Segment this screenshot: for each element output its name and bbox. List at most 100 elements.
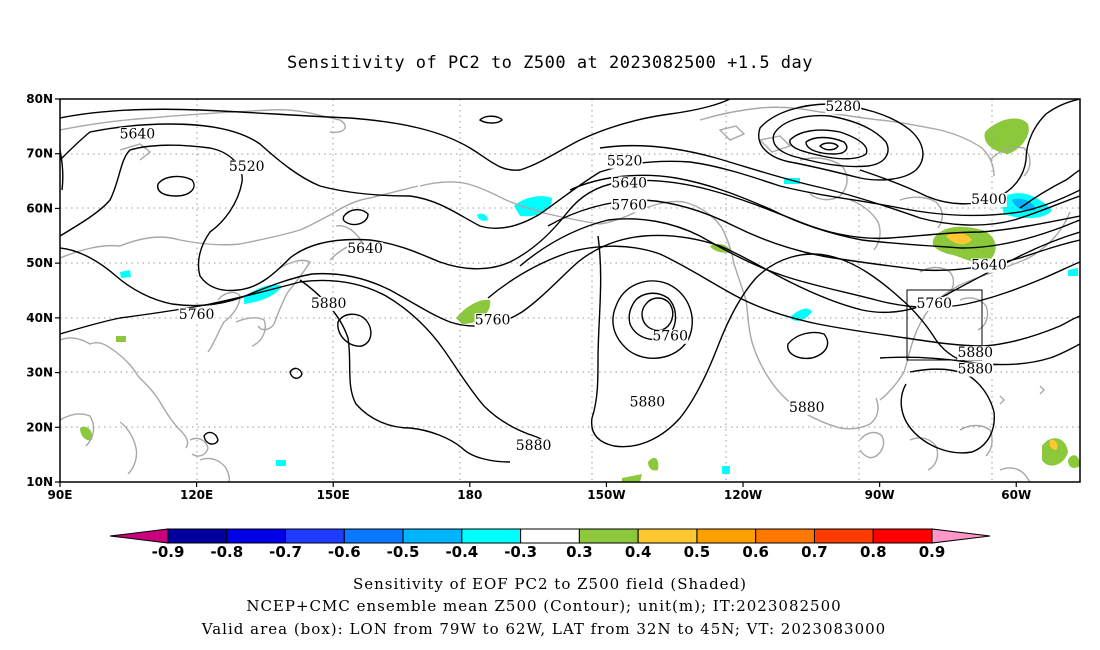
contour-label-bg [825,99,862,114]
caption-line-2: NCEP+CMC ensemble mean Z500 (Contour); u… [246,597,841,615]
figure-title: Sensitivity of PC2 to Z500 at 2023082500… [287,53,813,73]
colorbar-tick-label: 0.3 [566,543,593,561]
contour-label-bg [970,258,1007,273]
lon-tick-label: 120E [180,488,213,502]
valid-area-box [906,289,983,361]
colorbar-swatch [637,528,698,544]
contour-label-bg [611,176,648,191]
contour-label: 5880 [789,400,825,416]
colorbar-swatch [343,528,404,544]
colorbar-tick-label: -0.8 [210,543,243,561]
contour-label: 5880 [957,345,993,361]
shade-negative [514,196,552,217]
contour-label: 5280 [825,99,861,115]
contour-label: 5760 [916,296,952,312]
colorbar: -0.9 -0.8 -0.7 -0.6 -0.5 -0.4 -0.3 0.3 0.4 0.5 0.6… [109,528,991,561]
contour-label-bg [310,296,347,311]
contour-label-bg [474,313,511,328]
contour-label: 5880 [957,362,993,378]
colorbar-tick-label: 0.6 [742,543,769,561]
contour-label: 5640 [347,241,383,257]
colorbar-swatch [872,528,933,544]
shade-positive [984,118,1029,154]
contour-label-bg [629,395,666,410]
lon-tick-label: 60W [1001,488,1031,502]
contour-label: 5760 [611,197,647,213]
contour-label: 5760 [652,329,688,345]
colorbar-swatch [461,528,522,544]
caption-line-1: Sensitivity of EOF PC2 to Z500 field (Sh… [353,575,747,593]
colorbar-tick-label: -0.9 [152,543,185,561]
colorbar-tick-label: 0.4 [625,543,652,561]
lat-tick-label: 20N [26,420,53,434]
map-panel: 5640 5520 5280 5520 5640 5760 5400 5640 5640 5880… [59,98,1081,483]
colorbar-tick-label: 0.8 [860,543,887,561]
contour-label-bg [916,296,953,311]
contour-label: 5760 [179,307,215,323]
contour-label: 5640 [971,258,1007,274]
contour-label-layer: 5640 5520 5280 5520 5640 5760 5400 5640 5640 5880… [119,99,1007,454]
contour-label: 5760 [475,312,511,328]
contour-label-bg [178,307,215,322]
contour-label-bg [119,127,156,142]
colorbar-tick-label: -0.3 [504,543,537,561]
map-frame [59,98,1081,483]
lat-tick-label: 70N [26,147,53,161]
shade-negative [722,466,730,474]
shade-positive [946,232,972,245]
contour-label: 5880 [630,394,666,410]
shade-positive [622,474,642,482]
colorbar-tick-label: 0.5 [684,543,711,561]
colorbar-swatch [578,528,639,544]
contour-label: 5520 [229,159,265,175]
longitude-axis: 90E 120E 150E 180 150W 120W 90W 60W [48,482,1031,502]
colorbar-left-extension [109,528,169,544]
shade-positive [80,426,93,441]
shade-positive [1068,455,1080,468]
colorbar-tick-label: -0.6 [328,543,361,561]
contour-label-bg [347,242,384,257]
colorbar-tick-label: 0.9 [919,543,946,561]
colorbar-swatch [285,528,345,544]
contour-label-bg [788,400,825,415]
contour-label: 5640 [120,126,156,142]
colorbar-swatch [755,528,815,544]
colorbar-swatch [226,528,287,544]
contour-label: 5880 [516,438,552,454]
lon-tick-label: 150E [317,488,350,502]
lon-tick-label: 90E [48,488,73,502]
lat-tick-label: 10N [26,475,53,489]
colorbar-swatch [520,528,580,544]
lat-tick-label: 40N [26,311,53,325]
colorbar-swatch [402,528,463,544]
shade-negative [477,213,488,221]
colorbar-tick-label: -0.7 [269,543,302,561]
shade-positive [116,336,126,342]
shade-positive [1042,438,1068,466]
lat-tick-label: 50N [26,256,53,270]
contour-label-bg [606,154,643,169]
contour-label-bg [515,439,552,454]
contour-label-bg [957,346,994,361]
colorbar-swatch [813,528,874,544]
shade-negative [790,308,812,321]
colorbar-tick-label: 0.7 [801,543,828,561]
colorbar-swatch [167,528,228,544]
shade-negative [276,460,286,466]
shade-positive [648,457,659,471]
contour-label-bg [228,160,265,175]
colorbar-swatch [696,528,757,544]
shade-positive [1049,439,1058,450]
lon-tick-label: 150W [587,488,625,502]
contour-label: 5640 [611,176,647,192]
contour-label: 5520 [607,154,643,170]
contour-label: 5400 [971,192,1007,208]
lat-tick-label: 60N [26,201,53,215]
latitude-axis: 80N 70N 60N 50N 40N 30N 20N 10N [26,92,60,489]
shade-negative [1068,268,1078,276]
contour-label-bg [652,329,689,344]
colorbar-tick-label: -0.5 [387,543,420,561]
lat-tick-label: 30N [26,366,53,380]
caption-line-3: Valid area (box): LON from 79W to 62W, L… [201,620,886,638]
